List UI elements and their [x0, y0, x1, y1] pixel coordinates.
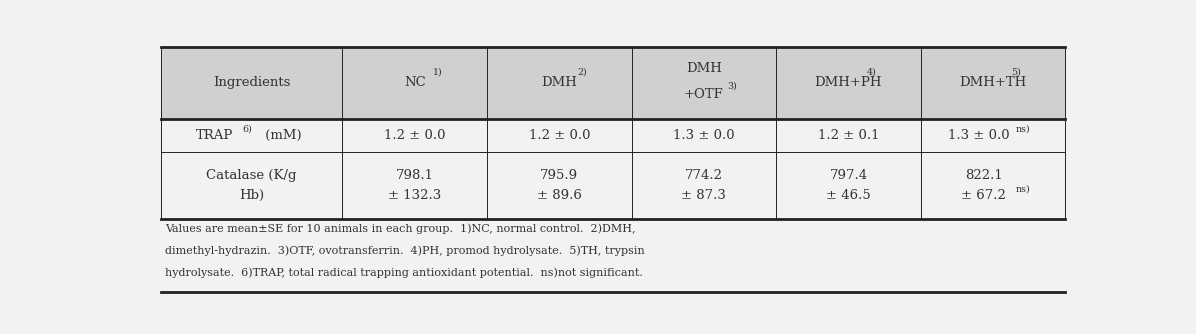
Text: 798.1: 798.1	[396, 169, 434, 182]
Text: 774.2: 774.2	[685, 169, 722, 182]
Text: TRAP: TRAP	[196, 129, 233, 142]
Text: 4): 4)	[867, 68, 877, 77]
Text: 822.1: 822.1	[965, 169, 1002, 182]
Text: Values are mean±SE for 10 animals in each group.  1)NC, normal control.  2)DMH,: Values are mean±SE for 10 animals in eac…	[165, 224, 636, 234]
Text: Catalase (K/g: Catalase (K/g	[206, 169, 297, 182]
Bar	[160, 46, 1066, 119]
Text: DMH: DMH	[687, 62, 722, 75]
Text: 797.4: 797.4	[829, 169, 867, 182]
Text: Hb): Hb)	[239, 189, 264, 202]
Text: 3): 3)	[727, 82, 737, 91]
Text: Ingredients: Ingredients	[213, 76, 291, 89]
Text: 1.2 ± 0.0: 1.2 ± 0.0	[384, 129, 446, 142]
Text: ± 132.3: ± 132.3	[389, 189, 441, 202]
Text: ± 67.2: ± 67.2	[962, 189, 1006, 202]
Text: 1.2 ± 0.0: 1.2 ± 0.0	[529, 129, 590, 142]
Text: DMH+PH: DMH+PH	[814, 76, 883, 89]
Text: NC: NC	[404, 76, 426, 89]
Text: 795.9: 795.9	[541, 169, 579, 182]
Text: 2): 2)	[578, 68, 587, 77]
Text: 1.3 ± 0.0: 1.3 ± 0.0	[948, 129, 1009, 142]
Text: hydrolysate.  6)TRAP, total radical trapping antioxidant potential.  ns)not sign: hydrolysate. 6)TRAP, total radical trapp…	[165, 268, 643, 278]
Text: ns): ns)	[1017, 185, 1031, 194]
Text: ± 87.3: ± 87.3	[682, 189, 726, 202]
Bar	[160, 119, 1066, 219]
Text: DMH: DMH	[542, 76, 578, 89]
Text: ± 89.6: ± 89.6	[537, 189, 581, 202]
Text: ± 46.5: ± 46.5	[826, 189, 871, 202]
Text: dimethyl-hydrazin.  3)OTF, ovotransferrin.  4)PH, promod hydrolysate.  5)TH, try: dimethyl-hydrazin. 3)OTF, ovotransferrin…	[165, 246, 645, 256]
Text: DMH+TH: DMH+TH	[959, 76, 1026, 89]
Text: ns): ns)	[1017, 124, 1031, 133]
Text: 1): 1)	[433, 68, 443, 77]
Text: 6): 6)	[243, 124, 252, 133]
Text: 5): 5)	[1012, 68, 1021, 77]
Text: (mM): (mM)	[261, 129, 301, 142]
Bar	[160, 219, 1066, 292]
Text: 1.3 ± 0.0: 1.3 ± 0.0	[673, 129, 734, 142]
Text: 1.2 ± 0.1: 1.2 ± 0.1	[818, 129, 879, 142]
Text: +OTF: +OTF	[684, 88, 724, 101]
